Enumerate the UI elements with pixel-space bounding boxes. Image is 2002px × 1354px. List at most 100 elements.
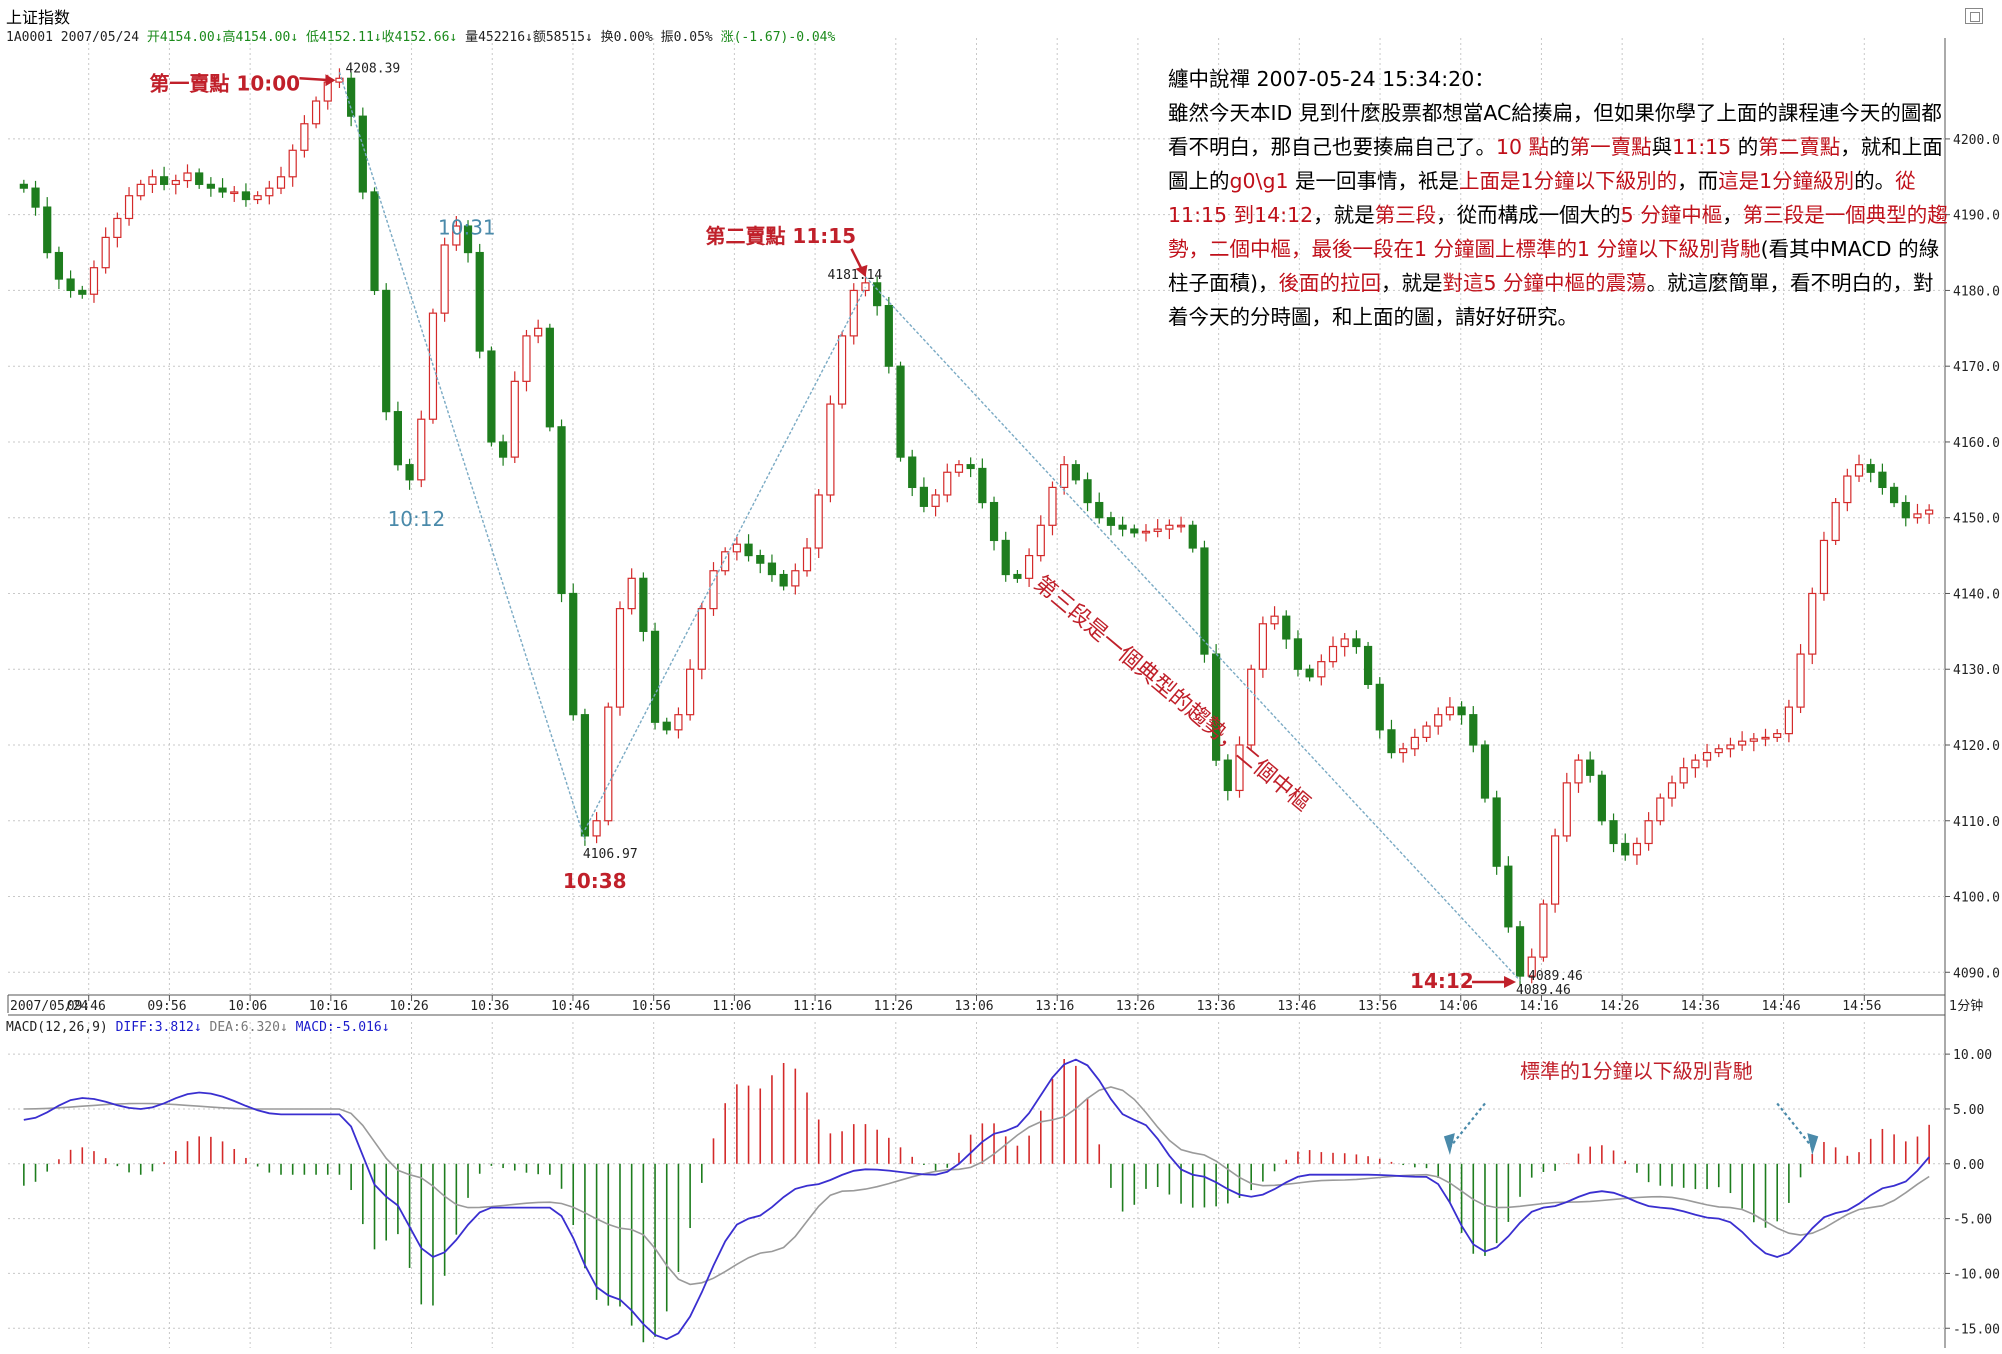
candle-body — [1714, 748, 1723, 754]
amplitude: 振0.05% — [660, 30, 713, 45]
candle-body — [1726, 744, 1735, 750]
candle-body — [66, 278, 75, 292]
commentary-segment: 的 — [1737, 135, 1759, 159]
time-tick-label: 13:26 — [1116, 999, 1155, 1014]
price-label-mid: 4181.14 — [827, 268, 882, 283]
candle-body — [966, 464, 975, 470]
quote-info-line: 1A0001 2007/05/24 开4154.00↓高4154.00↓ 低41… — [6, 26, 835, 45]
candle-body — [1539, 903, 1548, 958]
candle-body — [1667, 782, 1677, 799]
candle-body — [884, 304, 893, 367]
candle-body — [1118, 524, 1127, 530]
price-tick-label: 4140.0 — [1953, 587, 2000, 602]
annotation-second-sell: 第二賣點 11:15 — [705, 224, 856, 248]
time-tick-label: 14:36 — [1681, 999, 1720, 1014]
price-tick-label: 4170.0 — [1953, 360, 2000, 375]
commentary-segment: 是一回事情，衹是 — [1295, 169, 1460, 193]
commentary-segment: ，就是 — [1313, 203, 1375, 227]
candle-body — [569, 592, 578, 716]
candle-body — [709, 570, 718, 610]
candle-body — [1492, 797, 1501, 867]
macd-macd-value: MACD:-5.016↓ — [295, 1020, 390, 1035]
time-tick-label: 14:56 — [1842, 999, 1881, 1014]
amount: 额58515↓ — [532, 30, 593, 45]
candle-body — [1223, 759, 1232, 792]
candle-body — [1854, 464, 1864, 477]
candle-body — [1632, 842, 1642, 856]
commentary-segment: 第一賣點 — [1569, 135, 1652, 159]
candle-body — [849, 289, 858, 337]
diff-line — [23, 1058, 1930, 1341]
candle-body — [931, 494, 940, 507]
candle-body — [148, 176, 157, 185]
macd-tick-label: -10.00 — [1953, 1267, 2000, 1282]
commentary-segment: 。就這麼簡單，看不明白的，對着今天的分時圖，和上面的圖，請好好研究。 — [1168, 271, 1934, 329]
candle-body — [1410, 736, 1419, 750]
candle-body — [428, 312, 438, 420]
window-toggle-icon[interactable] — [1965, 8, 1983, 24]
commentary-body: 雖然今天本ID 見到什麼股票都想當AC給揍扁，但如果你學了上面的課程連今天的圖都… — [1168, 96, 1948, 334]
candle-body — [1305, 668, 1314, 678]
candle-body — [1761, 736, 1770, 740]
commentary-heading: 纏中說禪 2007-05-24 15:34:20： — [1168, 67, 1495, 91]
candle-body — [756, 554, 765, 564]
divergence-arrow-right-head — [1807, 1133, 1819, 1156]
candle-body — [1060, 464, 1069, 489]
candle-body — [265, 187, 274, 197]
candle-body — [1282, 615, 1291, 640]
candle-body — [1878, 471, 1887, 489]
dea-line — [23, 1086, 1930, 1286]
candle-body — [183, 172, 192, 182]
candle-body — [452, 225, 461, 246]
candle-body — [896, 365, 905, 458]
annotation-1412: 14:12 — [1410, 969, 1474, 993]
time-tick-label: 2007/05/24 — [10, 999, 88, 1014]
candle-body — [335, 77, 344, 83]
price-tick-label: 4200.0 — [1953, 133, 2000, 148]
candle-body — [791, 570, 800, 587]
candle-body — [101, 236, 110, 269]
annotation-third-segment: 第三段是一個典型的趨勢，二個中樞 — [1029, 571, 1315, 816]
candle-body — [814, 494, 823, 549]
candle-body — [1901, 501, 1910, 519]
candle-body — [440, 244, 449, 314]
macd-name: MACD(12,26,9) — [6, 1020, 108, 1035]
commentary-segment: 第三段是一個典型的趨勢，二個中樞，最後一段在1 分鐘圖上標準的1 分鐘以下級別背… — [1168, 203, 1948, 261]
commentary-segment: ，從而構成一個大的 — [1436, 203, 1621, 227]
candle-body — [1328, 645, 1338, 663]
candle-body — [1200, 547, 1209, 655]
time-tick-label: 13:56 — [1358, 999, 1397, 1014]
commentary-segment: 第三段 — [1374, 203, 1437, 227]
price-tick-label: 4100.0 — [1953, 891, 2000, 906]
candle-body — [1469, 714, 1478, 746]
commentary-segment: ，而 — [1677, 169, 1719, 193]
candle-body — [1457, 706, 1466, 716]
candle-body — [1165, 524, 1174, 530]
candle-body — [1702, 751, 1712, 761]
index-title: 上证指数 — [6, 8, 71, 27]
candle-body — [592, 820, 601, 837]
commentary-segment: 後面的拉回 — [1278, 271, 1382, 295]
candle-body — [276, 176, 286, 189]
commentary-segment: g0\g1 — [1229, 169, 1296, 193]
candle-body — [767, 562, 777, 576]
candle-body — [1048, 486, 1057, 526]
candle-body — [54, 251, 64, 280]
candle-body — [1691, 759, 1700, 769]
candle-body — [627, 577, 636, 610]
commentary-segment: 對這5 分鐘中樞的震蕩 — [1442, 271, 1647, 295]
candle-body — [1796, 653, 1805, 708]
macd-dea-value: DEA:6.320↓ — [209, 1020, 288, 1035]
candle-body — [1562, 782, 1571, 837]
candle-body — [826, 403, 835, 496]
candle-body — [1001, 539, 1010, 576]
quote-date: 2007/05/24 — [60, 30, 140, 45]
time-tick-label: 10:26 — [390, 999, 429, 1014]
candle-body — [1656, 797, 1665, 822]
commentary-segment: 上面是1分鐘以下級別的 — [1459, 169, 1678, 193]
annotation-1038: 10:38 — [563, 869, 627, 893]
candle-body — [1130, 528, 1139, 534]
price-tick-label: 4130.0 — [1953, 663, 2000, 678]
candle-body — [978, 467, 987, 504]
divergence-arrow-right — [1776, 1102, 1814, 1149]
